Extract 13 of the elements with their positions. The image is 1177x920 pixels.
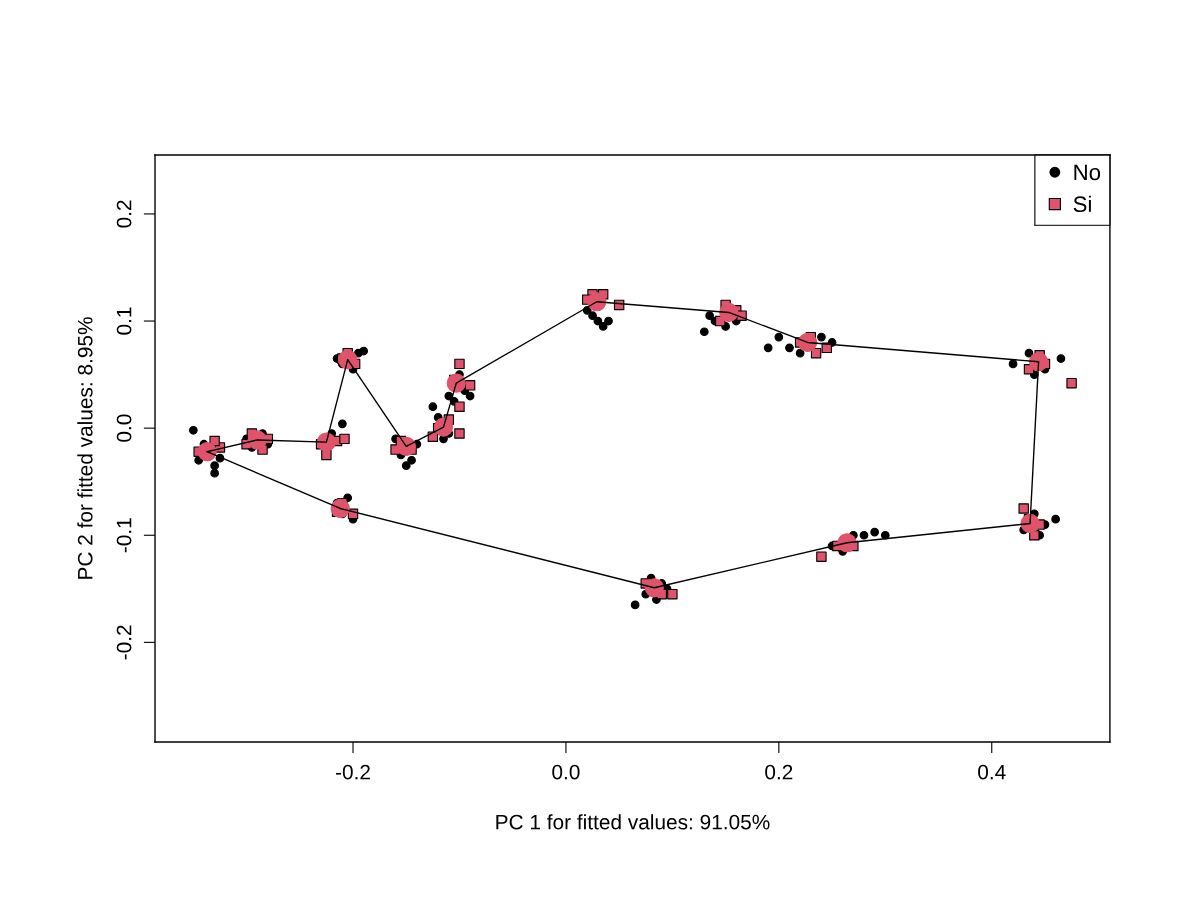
x-tick-label: 0.4 [978,764,1006,780]
y-tick-label: 0.0 [116,414,132,442]
x-tick-label: -0.2 [335,764,370,780]
y-tick-label: 0.2 [116,200,132,228]
legend-label: No [1074,164,1101,181]
x-tick-label: 0.0 [552,764,580,780]
y-tick-label: 0.1 [116,307,132,335]
x-axis-title: PC 1 for fitted values: 91.05% [496,814,770,830]
y-tick-label: -0.2 [116,625,132,660]
x-tick-label: 0.2 [765,764,793,780]
y-tick-label: -0.1 [116,518,132,553]
y-axis-title: PC 2 for fitted values: 8.95% [77,317,93,579]
legend-label: Si [1073,195,1091,213]
